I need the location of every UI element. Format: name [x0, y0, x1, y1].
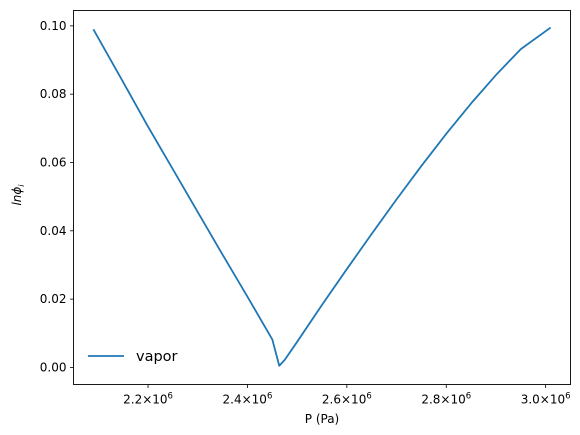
y-axis-label: lnϕi	[10, 184, 26, 206]
x-tick-label: 2.2×106	[123, 392, 173, 407]
y-axis-label-base: ln	[10, 195, 24, 206]
y-tick-label: 0.10	[40, 19, 67, 33]
plot-area	[92, 26, 552, 367]
axes-frame	[73, 10, 571, 385]
y-tick-label: 0.00	[40, 360, 67, 374]
y-axis-ticks: 0.00 0.02 0.04 0.06 0.08 0.10	[40, 19, 74, 374]
x-tick-label: 2.6×106	[322, 392, 372, 407]
y-tick-label: 0.06	[40, 155, 67, 169]
x-tick-label: 2.8×106	[421, 392, 471, 407]
x-axis-label: P (Pa)	[305, 412, 339, 426]
series-line-vapor	[92, 26, 552, 367]
y-tick-label: 0.08	[40, 87, 67, 101]
x-axis-ticks: 2.2×106 2.4×106 2.6×106 2.8×106 3.0×106	[123, 384, 571, 407]
y-axis-label-subscript: i	[17, 184, 26, 187]
y-tick-label: 0.04	[40, 224, 67, 238]
x-tick-label: 3.0×106	[521, 392, 571, 407]
x-tick-label: 2.4×106	[223, 392, 273, 407]
y-axis-label-symbol: ϕ	[10, 187, 24, 195]
legend: vapor	[88, 349, 178, 365]
y-tick-label: 0.02	[40, 292, 67, 306]
legend-label-vapor: vapor	[136, 349, 178, 365]
